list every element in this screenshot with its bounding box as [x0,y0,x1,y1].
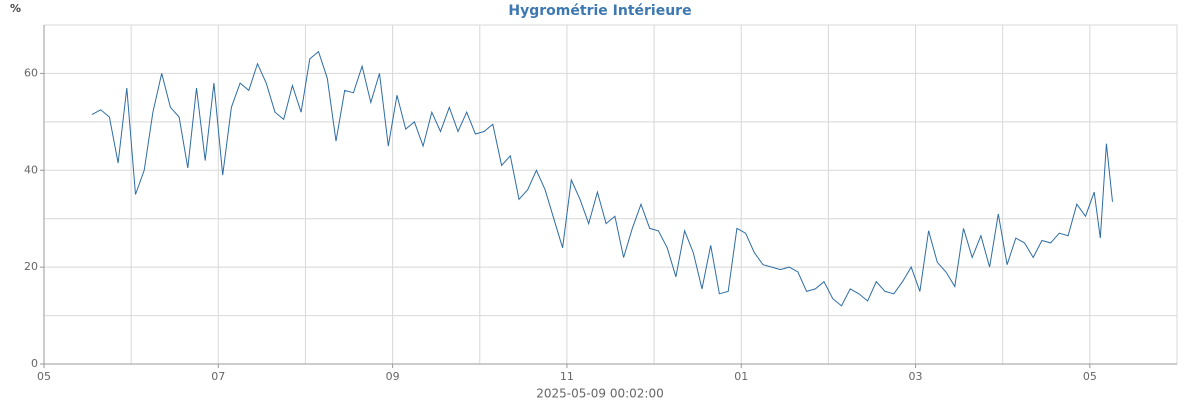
y-tick-label: 60 [24,66,38,79]
x-tick-label: 03 [909,370,923,383]
x-tick-label: 09 [386,370,400,383]
x-tick-label: 07 [211,370,225,383]
y-tick-label: 20 [24,260,38,273]
data-line [91,50,1113,307]
chart-title: Hygrométrie Intérieure [508,3,691,19]
x-tick-label: 05 [37,370,51,383]
x-tick-label: 01 [734,370,748,383]
x-tick-label: 05 [1083,370,1097,383]
x-axis-label: 2025-05-09 00:02:00 [536,387,663,401]
y-axis-label: % [10,2,21,15]
x-tick-label: 11 [560,370,574,383]
y-tick-label: 40 [24,163,38,176]
y-tick-label: 0 [31,357,38,370]
